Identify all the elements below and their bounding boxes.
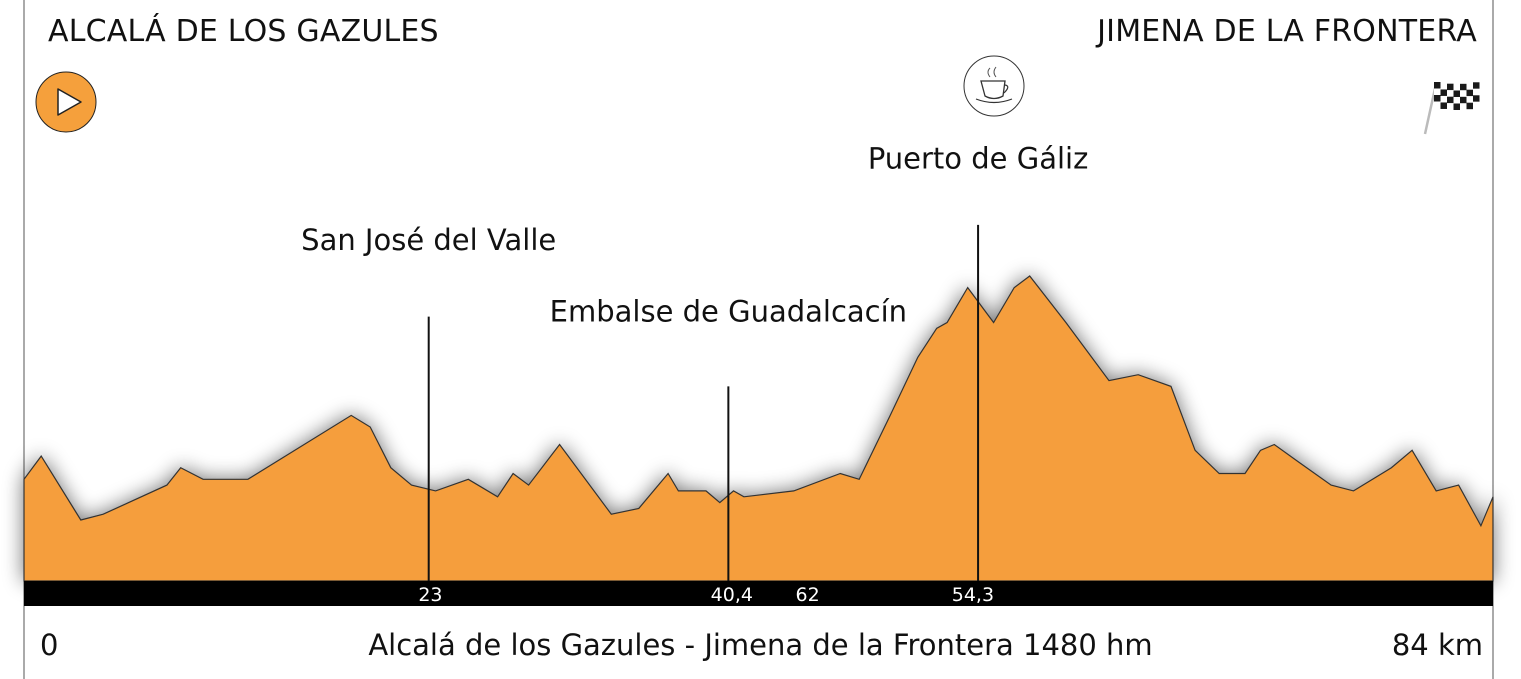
start-km-label: 0: [40, 628, 59, 662]
checkered-flag-icon: [1423, 82, 1480, 135]
km-marker-label: 54,3: [952, 584, 994, 606]
climb-label: San José del Valle: [301, 223, 556, 257]
start-town-title: ALCALÁ DE LOS GAZULES: [48, 14, 439, 49]
end-town-title: JIMENA DE LA FRONTERA: [1097, 14, 1477, 49]
play-button-icon[interactable]: [35, 71, 97, 133]
route-title: Alcalá de los Gazules - Jimena de la Fro…: [368, 628, 1153, 662]
elevation-profile-area: [23, 275, 1494, 582]
climb-label: Puerto de Gáliz: [868, 141, 1089, 175]
climb-label: Embalse de Guadalcacín: [550, 294, 907, 328]
km-marker-label: 23: [418, 584, 442, 606]
coffee-cup-icon: [963, 55, 1025, 117]
km-bar: [24, 581, 1493, 606]
km-marker-label: 62: [795, 584, 819, 606]
end-km-label: 84 km: [1391, 628, 1483, 662]
km-marker-label: 40,4: [711, 584, 753, 606]
